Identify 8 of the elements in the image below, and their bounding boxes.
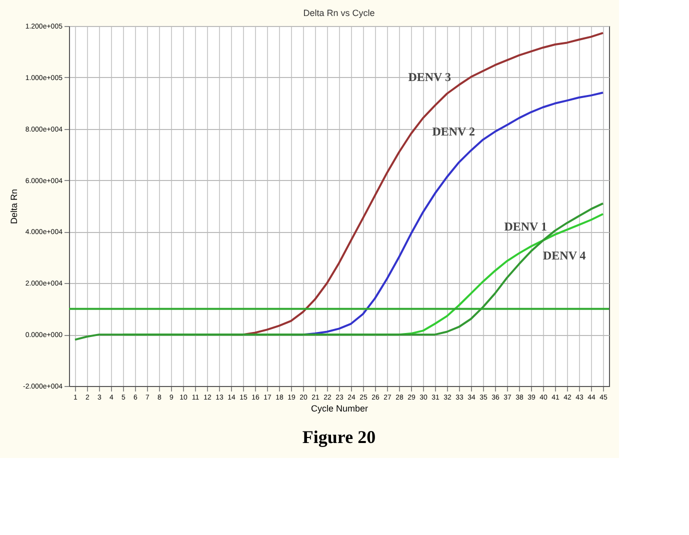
series-label: DENV 2	[432, 124, 475, 139]
chart-title: Delta Rn vs Cycle	[303, 8, 375, 18]
series-label: DENV 1	[504, 220, 547, 234]
series-label: DENV 3	[408, 70, 451, 84]
series-label: DENV 4	[543, 248, 586, 262]
x-axis-title: Cycle Number	[310, 404, 368, 414]
caption: Figure 20	[302, 427, 376, 447]
y-axis-title: Delta Rn	[8, 188, 19, 224]
